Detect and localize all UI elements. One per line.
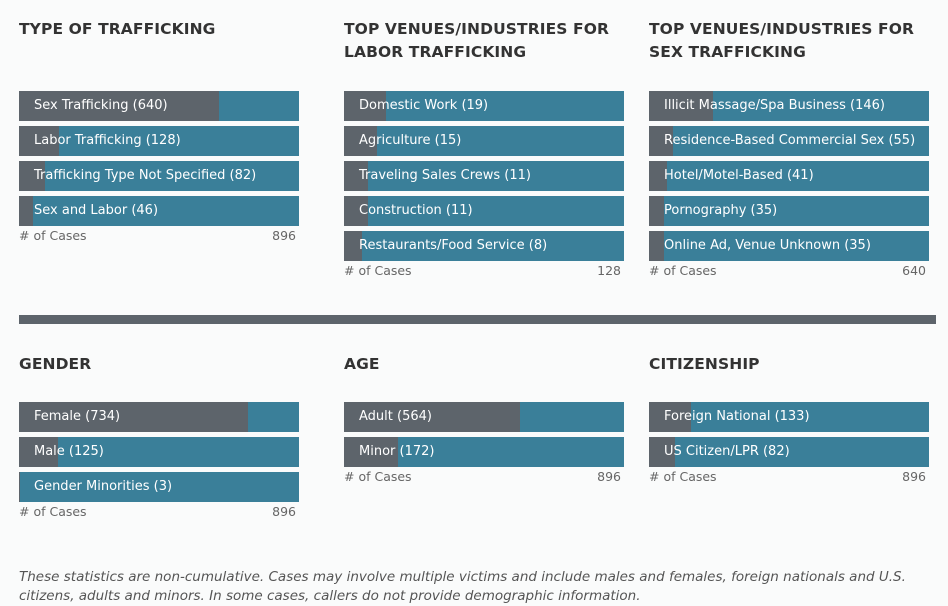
bar-label: Trafficking Type Not Specified (82): [34, 168, 257, 183]
bar-fill: [344, 231, 362, 261]
bar-label: Sex and Labor (46): [34, 203, 159, 218]
bar-fill: [344, 437, 398, 467]
bar-label: Illicit Massage/Spa Business (146): [664, 98, 885, 113]
x-axis: # of Cases 128: [344, 263, 624, 279]
panel-title: CITIZENSHIP: [649, 355, 760, 373]
bar: Gender Minorities (3): [19, 472, 299, 502]
x-axis: # of Cases 896: [344, 469, 624, 485]
axis-max-label: 896: [902, 469, 926, 484]
axis-label: # of Cases: [344, 263, 412, 278]
bar-fill: [649, 437, 675, 467]
bar-label: Traveling Sales Crews (11): [359, 168, 531, 183]
panel-title: GENDER: [19, 355, 92, 373]
bar-fill: [649, 402, 691, 432]
x-axis: # of Cases 896: [19, 504, 299, 520]
bar: Domestic Work (19): [344, 91, 624, 121]
bar: Restaurants/Food Service (8): [344, 231, 624, 261]
bar: Foreign National (133): [649, 402, 929, 432]
bar-list: Foreign National (133) US Citizen/LPR (82…: [649, 402, 929, 485]
bar-fill: [19, 126, 59, 156]
bar: Male (125): [19, 437, 299, 467]
bar-fill: [344, 91, 386, 121]
axis-max-label: 128: [597, 263, 621, 278]
bar-fill: [19, 161, 45, 191]
bar-label: Hotel/Motel-Based (41): [664, 168, 814, 183]
bar-label: US Citizen/LPR (82): [664, 444, 790, 459]
bar-list: Illicit Massage/Spa Business (146) Reside…: [649, 91, 929, 279]
bar-label: Female (734): [34, 409, 121, 424]
bar: Minor (172): [344, 437, 624, 467]
bar-label: Male (125): [34, 444, 104, 459]
bar-list: Adult (564) Minor (172) # of Cases 896: [344, 402, 624, 485]
bar: Adult (564): [344, 402, 624, 432]
x-axis: # of Cases 896: [649, 469, 929, 485]
axis-label: # of Cases: [19, 228, 87, 243]
panel-title: TOP VENUES/INDUSTRIES FOR LABOR TRAFFICK…: [344, 20, 610, 61]
section-divider: [19, 315, 936, 324]
bar: Pornography (35): [649, 196, 929, 226]
bar-fill: [19, 91, 219, 121]
bar: Sex and Labor (46): [19, 196, 299, 226]
bar: Online Ad, Venue Unknown (35): [649, 231, 929, 261]
bar-fill: [19, 472, 20, 502]
bar-list: Sex Trafficking (640) Labor Trafficking (…: [19, 91, 299, 244]
panel-title: TYPE OF TRAFFICKING: [19, 20, 216, 38]
bar-fill: [344, 402, 521, 432]
bar-fill: [19, 437, 59, 467]
bar-fill: [649, 231, 665, 261]
bar-label: Foreign National (133): [664, 409, 810, 424]
bar: Trafficking Type Not Specified (82): [19, 161, 299, 191]
bar-label: Domestic Work (19): [359, 98, 489, 113]
bar-fill: [19, 402, 249, 432]
x-axis: # of Cases 640: [649, 263, 929, 279]
bar: Illicit Massage/Spa Business (146): [649, 91, 929, 121]
panel-title: AGE: [344, 355, 380, 373]
axis-label: # of Cases: [649, 263, 717, 278]
bar: Agriculture (15): [344, 126, 624, 156]
bar-label: Gender Minorities (3): [34, 479, 173, 494]
bar-label: Pornography (35): [664, 203, 778, 218]
bar-list: Female (734) Male (125) Gender Minorities …: [19, 402, 299, 520]
axis-max-label: 896: [272, 504, 296, 519]
bar-label: Labor Trafficking (128): [34, 133, 181, 148]
bar-label: Agriculture (15): [359, 133, 462, 148]
bar-fill: [649, 196, 665, 226]
axis-label: # of Cases: [19, 504, 87, 519]
axis-max-label: 896: [597, 469, 621, 484]
bar-fill: [649, 91, 713, 121]
bar-label: Construction (11): [359, 203, 473, 218]
bar-label: Sex Trafficking (640): [34, 98, 168, 113]
bar-fill: [19, 196, 34, 226]
bar-fill: [344, 196, 369, 226]
bar: Construction (11): [344, 196, 624, 226]
bar: Traveling Sales Crews (11): [344, 161, 624, 191]
x-axis: # of Cases 896: [19, 228, 299, 244]
footnote: These statistics are non-cumulative. Cas…: [19, 568, 906, 604]
bar-fill: [649, 126, 674, 156]
bar-fill: [649, 161, 667, 191]
bar: Sex Trafficking (640): [19, 91, 299, 121]
bar-label: Adult (564): [359, 409, 432, 424]
axis-max-label: 896: [272, 228, 296, 243]
bar-label: Restaurants/Food Service (8): [359, 238, 548, 253]
bar-label: Residence-Based Commercial Sex (55): [664, 133, 916, 148]
axis-label: # of Cases: [649, 469, 717, 484]
bar-label: Online Ad, Venue Unknown (35): [664, 238, 871, 253]
bar: Hotel/Motel-Based (41): [649, 161, 929, 191]
bar-list: Domestic Work (19) Agriculture (15) Travel…: [344, 91, 624, 279]
axis-label: # of Cases: [344, 469, 412, 484]
bar: Labor Trafficking (128): [19, 126, 299, 156]
bar: US Citizen/LPR (82): [649, 437, 929, 467]
panel-title: TOP VENUES/INDUSTRIES FOR SEX TRAFFICKIN…: [649, 20, 915, 61]
axis-max-label: 640: [902, 263, 926, 278]
bar: Female (734): [19, 402, 299, 432]
bar-label: Minor (172): [359, 444, 435, 459]
bar: Residence-Based Commercial Sex (55): [649, 126, 929, 156]
bar-fill: [344, 126, 377, 156]
bar-fill: [344, 161, 369, 191]
